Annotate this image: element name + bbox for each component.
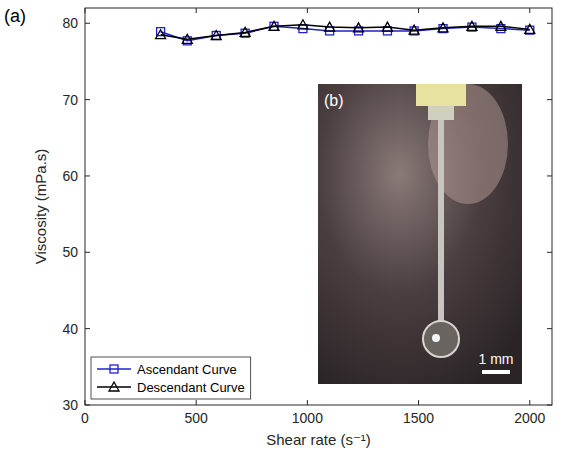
y-tick (547, 405, 552, 406)
x-tick-label: 2000 (514, 410, 545, 426)
legend-label: Descendant Curve (137, 380, 245, 395)
point (438, 23, 448, 32)
y-axis-title: Viscosity (mPa.s) (32, 149, 49, 265)
y-tick-label: 50 (62, 244, 78, 260)
point (325, 22, 335, 31)
y-tick-label: 40 (62, 321, 78, 337)
scale-label: 1 mm (479, 351, 514, 367)
point (269, 21, 279, 30)
filament (438, 120, 444, 325)
point (467, 21, 477, 30)
legend-box (91, 357, 251, 399)
y-tick (85, 252, 90, 253)
x-tick-label: 1000 (292, 410, 323, 426)
point (240, 27, 250, 36)
inset-background (318, 84, 522, 384)
point (354, 23, 364, 32)
y-tick (85, 405, 90, 406)
x-tick (529, 400, 530, 405)
y-tick-label: 60 (62, 168, 78, 184)
y-tick (85, 99, 90, 100)
droplet-highlight (432, 334, 440, 342)
plot-frame (85, 8, 552, 405)
panel-label: (b) (324, 92, 344, 109)
y-tick-label: 30 (62, 397, 78, 413)
droplet (423, 321, 459, 357)
y-tick (85, 175, 90, 176)
legend-marker (110, 365, 118, 373)
point (298, 20, 308, 29)
y-tick (85, 23, 90, 24)
x-tick (85, 8, 86, 13)
x-tick-label: 500 (185, 410, 209, 426)
point (409, 25, 419, 34)
x-tick-label: 1500 (403, 410, 434, 426)
legend-label: Ascendant Curve (137, 362, 237, 377)
series-group (156, 20, 535, 45)
x-tick (529, 8, 530, 13)
legend-line (97, 368, 131, 370)
y-tick (547, 175, 552, 176)
legend-line (97, 386, 131, 388)
x-tick (418, 8, 419, 13)
x-tick (307, 8, 308, 13)
point (156, 30, 166, 39)
x-tick (307, 400, 308, 405)
inset-photo: (b) 1 mm (318, 84, 522, 384)
series-line (161, 26, 530, 41)
point (211, 30, 221, 39)
scale-bar (482, 370, 510, 374)
chart: 0 500 1000 1500 2000 30 40 50 60 70 80 Shear rate (… (0, 0, 563, 454)
y-tick-label: 70 (62, 92, 78, 108)
legend: Ascendant Curve Descendant Curve (91, 357, 251, 399)
legend-marker (109, 382, 119, 391)
x-tick (196, 8, 197, 13)
point (382, 22, 392, 31)
y-tick (547, 252, 552, 253)
x-tick (196, 400, 197, 405)
x-tick-label: 0 (81, 410, 89, 426)
y-tick-label: 80 (62, 15, 78, 31)
point (182, 34, 192, 43)
panel-label: (a) (4, 6, 26, 26)
y-tick (547, 99, 552, 100)
x-tick (418, 400, 419, 405)
point (525, 24, 535, 33)
y-tick (85, 328, 90, 329)
y-tick (547, 328, 552, 329)
nozzle (416, 84, 466, 106)
point (496, 21, 506, 30)
y-tick (547, 23, 552, 24)
x-tick (85, 400, 86, 405)
nozzle-tip (428, 106, 454, 120)
x-axis-title: Shear rate (s⁻¹) (266, 431, 371, 448)
